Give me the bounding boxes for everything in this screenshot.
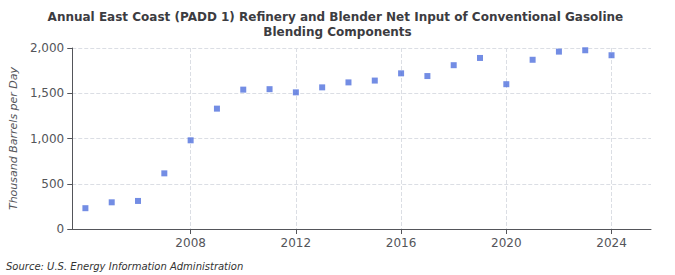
svg-text:2020: 2020 <box>491 236 522 250</box>
svg-text:Thousand Barrels per Day: Thousand Barrels per Day <box>7 66 20 210</box>
svg-text:500: 500 <box>41 177 64 191</box>
svg-text:0: 0 <box>57 222 65 236</box>
svg-text:Annual East Coast (PADD 1) Ref: Annual East Coast (PADD 1) Refinery and … <box>48 10 628 24</box>
svg-text:2024: 2024 <box>596 236 627 250</box>
svg-text:1,500: 1,500 <box>30 86 64 100</box>
svg-text:2,000: 2,000 <box>30 41 64 55</box>
svg-text:2012: 2012 <box>281 236 312 250</box>
svg-text:2016: 2016 <box>386 236 417 250</box>
svg-text:2008: 2008 <box>175 236 206 250</box>
svg-text:1,000: 1,000 <box>30 132 64 146</box>
svg-text:Blending Components: Blending Components <box>263 25 411 39</box>
svg-text:Source: U.S. Energy Informatio: Source: U.S. Energy Information Administ… <box>6 261 243 272</box>
